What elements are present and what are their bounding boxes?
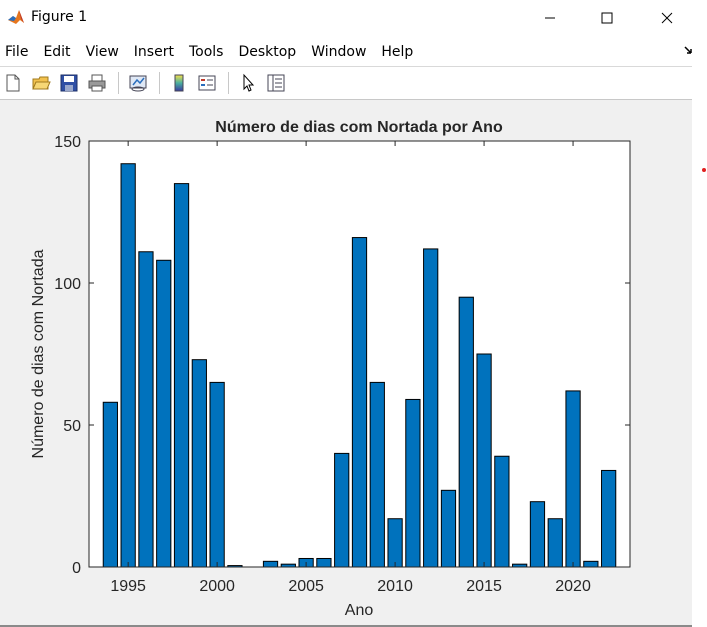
marker-dot	[702, 168, 706, 172]
menu-view[interactable]: View	[85, 44, 119, 60]
bar-series	[102, 163, 617, 568]
x-tick-label: 2015	[466, 578, 502, 595]
bar-2012	[423, 248, 439, 568]
x-tick-label: 1995	[110, 578, 146, 595]
menu-insert[interactable]: Insert	[133, 44, 174, 60]
colorbar-icon	[174, 74, 184, 92]
menu-tools[interactable]: Tools	[188, 44, 224, 60]
bar-1995	[120, 163, 136, 568]
toolbar-separator	[118, 72, 119, 94]
bar-2019	[547, 518, 563, 568]
bar-2003	[262, 560, 279, 568]
y-tick-label: 50	[63, 418, 81, 435]
bar-1998	[173, 183, 190, 568]
x-tick-label: 2010	[377, 578, 413, 595]
maximize-button[interactable]	[584, 0, 630, 36]
menu-bar: File Edit View Insert Tools Desktop Wind…	[0, 40, 707, 64]
close-icon	[661, 12, 673, 24]
save-button[interactable]	[56, 70, 82, 96]
matlab-logo-icon	[8, 10, 24, 24]
open-file-button[interactable]	[28, 70, 54, 96]
bar-2009	[369, 381, 385, 568]
x-ticks: 1995 2000 2005 2010 2015 2020	[110, 141, 591, 595]
x-axis-label: Ano	[345, 602, 374, 619]
property-inspector-icon	[267, 74, 285, 92]
maximize-icon	[601, 12, 613, 24]
y-tick-label: 0	[72, 560, 81, 577]
print-icon	[88, 74, 106, 92]
legend-button[interactable]	[194, 70, 220, 96]
pointer-icon	[243, 73, 255, 92]
window-title: Figure 1	[31, 9, 88, 25]
bar-2000	[209, 381, 225, 568]
menu-window[interactable]: Window	[311, 44, 367, 60]
menu-edit[interactable]: Edit	[43, 44, 71, 60]
print-button[interactable]	[84, 70, 110, 96]
window-right-edge	[692, 66, 707, 627]
bar-2006	[316, 557, 332, 568]
new-figure-icon	[6, 74, 20, 92]
y-axis-label: Número de dias com Nortada	[30, 249, 47, 458]
bar-2015	[476, 353, 492, 568]
close-button[interactable]	[644, 0, 690, 36]
bar-2016	[494, 455, 510, 568]
pointer-button[interactable]	[235, 70, 261, 96]
menu-desktop[interactable]: Desktop	[238, 44, 297, 60]
new-figure-button[interactable]	[0, 70, 26, 96]
y-tick-label: 100	[54, 276, 81, 293]
y-ticks: 0 50 100 150	[54, 134, 630, 577]
menu-file[interactable]: File	[5, 44, 29, 60]
dock-arrow-icon[interactable]	[683, 45, 693, 55]
colorbar-button[interactable]	[166, 70, 192, 96]
bar-2021	[583, 560, 599, 568]
open-file-icon	[32, 76, 51, 90]
window-bottom-border	[0, 625, 692, 627]
toolbar-separator	[228, 72, 229, 94]
bar-2018	[529, 501, 546, 568]
link-plot-icon	[129, 75, 147, 92]
minimize-icon	[545, 17, 555, 19]
menu-help[interactable]: Help	[381, 44, 414, 60]
axes-box	[88, 140, 631, 568]
bar-1997	[156, 259, 172, 568]
bar-1996	[138, 251, 154, 568]
legend-icon	[198, 75, 216, 91]
save-icon	[60, 74, 78, 92]
x-tick-label: 2005	[288, 578, 324, 595]
link-plot-button[interactable]	[125, 70, 151, 96]
bar-1994	[102, 401, 118, 568]
bar-2014	[458, 296, 474, 568]
bar-2022	[601, 469, 617, 568]
bar-2008	[351, 237, 368, 568]
y-tick-label: 150	[54, 134, 81, 151]
property-inspector-button[interactable]	[263, 70, 289, 96]
bar-2007	[334, 452, 350, 568]
chart-title: Número de dias com Nortada por Ano	[215, 119, 503, 136]
figure-toolbar	[0, 66, 692, 99]
x-tick-label: 2000	[199, 578, 235, 595]
bar-2020	[565, 390, 581, 568]
x-tick-label: 2020	[555, 578, 591, 595]
toolbar-separator	[159, 72, 160, 94]
window-title-bar: Figure 1	[0, 0, 707, 36]
bar-1999	[191, 359, 207, 568]
bar-2013	[440, 489, 457, 568]
minimize-button[interactable]	[527, 0, 573, 36]
bar-2011	[405, 398, 421, 568]
bar-2010	[387, 518, 403, 568]
